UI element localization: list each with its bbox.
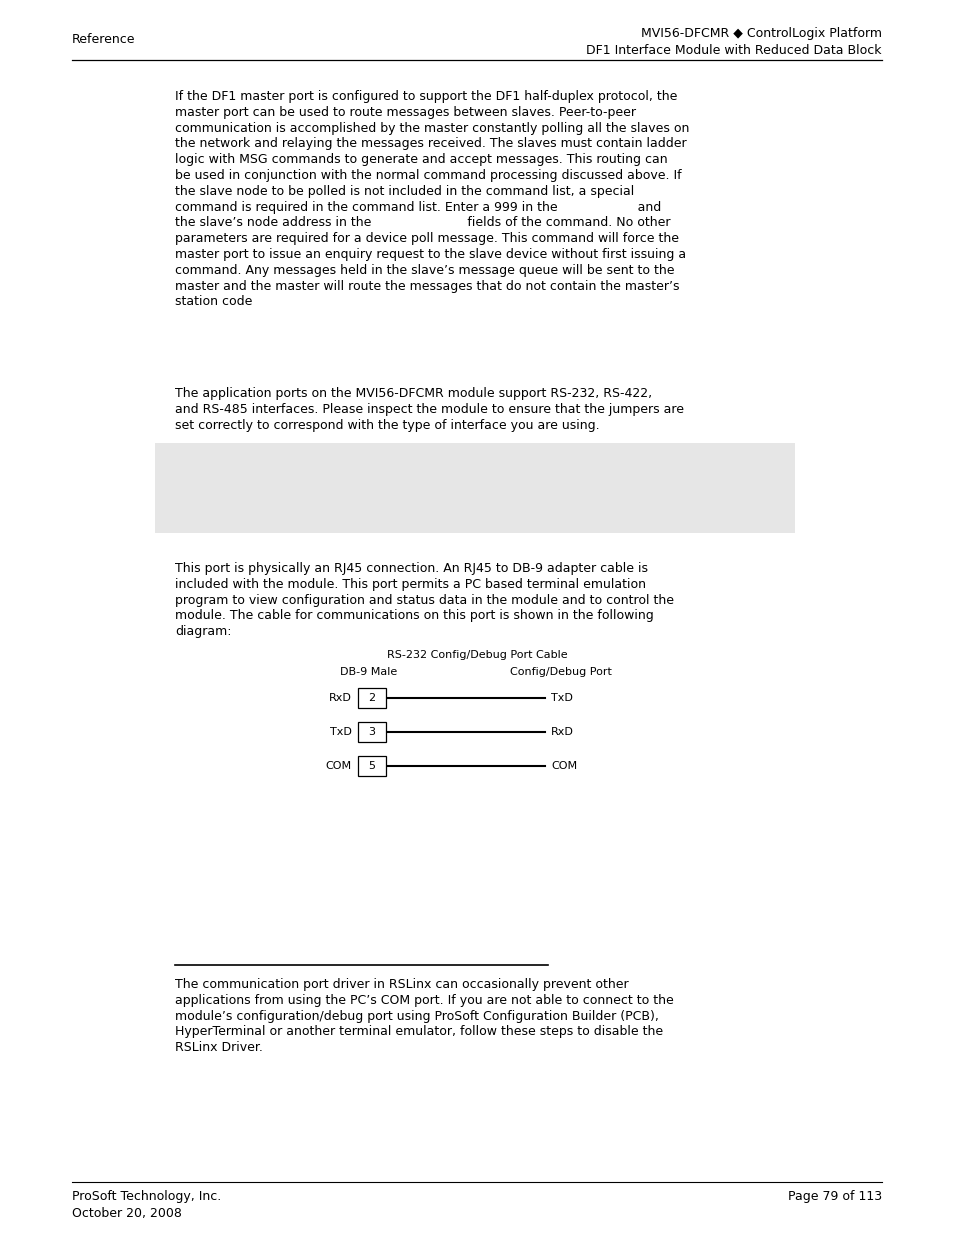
- Bar: [357, 688, 386, 708]
- Text: Page 79 of 113: Page 79 of 113: [787, 1191, 882, 1203]
- Text: COM: COM: [326, 761, 352, 771]
- Text: applications from using the PC’s COM port. If you are not able to connect to the: applications from using the PC’s COM por…: [174, 994, 673, 1007]
- Text: DF1 Interface Module with Reduced Data Block: DF1 Interface Module with Reduced Data B…: [586, 44, 882, 57]
- Text: set correctly to correspond with the type of interface you are using.: set correctly to correspond with the typ…: [174, 419, 599, 431]
- Text: 5: 5: [368, 761, 375, 771]
- Text: diagram:: diagram:: [174, 625, 232, 638]
- Text: and RS-485 interfaces. Please inspect the module to ensure that the jumpers are: and RS-485 interfaces. Please inspect th…: [174, 403, 683, 416]
- Text: COM: COM: [551, 761, 577, 771]
- Text: command is required in the command list. Enter a 999 in the                    a: command is required in the command list.…: [174, 200, 660, 214]
- Text: included with the module. This port permits a PC based terminal emulation: included with the module. This port perm…: [174, 578, 645, 590]
- Bar: [357, 756, 386, 776]
- Text: master port to issue an enquiry request to the slave device without first issuin: master port to issue an enquiry request …: [174, 248, 685, 261]
- Text: October 20, 2008: October 20, 2008: [71, 1207, 182, 1220]
- Text: communication is accomplished by the master constantly polling all the slaves on: communication is accomplished by the mas…: [174, 121, 689, 135]
- Text: module. The cable for communications on this port is shown in the following: module. The cable for communications on …: [174, 609, 653, 622]
- Text: station code: station code: [174, 295, 253, 309]
- Text: the slave’s node address in the                        fields of the command. No: the slave’s node address in the fields o…: [174, 216, 670, 230]
- Text: DB-9 Male: DB-9 Male: [339, 667, 396, 677]
- Text: RS-232 Config/Debug Port Cable: RS-232 Config/Debug Port Cable: [386, 650, 567, 659]
- Text: master and the master will route the messages that do not contain the master’s: master and the master will route the mes…: [174, 279, 679, 293]
- Text: program to view configuration and status data in the module and to control the: program to view configuration and status…: [174, 594, 673, 606]
- Text: master port can be used to route messages between slaves. Peer-to-peer: master port can be used to route message…: [174, 106, 636, 119]
- Text: parameters are required for a device poll message. This command will force the: parameters are required for a device pol…: [174, 232, 679, 246]
- Text: Config/Debug Port: Config/Debug Port: [510, 667, 611, 677]
- Text: 2: 2: [368, 693, 375, 703]
- Text: the network and relaying the messages received. The slaves must contain ladder: the network and relaying the messages re…: [174, 137, 686, 151]
- Text: command. Any messages held in the slave’s message queue will be sent to the: command. Any messages held in the slave’…: [174, 264, 674, 277]
- Text: logic with MSG commands to generate and accept messages. This routing can: logic with MSG commands to generate and …: [174, 153, 667, 167]
- Text: RxD: RxD: [551, 727, 574, 737]
- Bar: [154, 443, 794, 534]
- Text: MVI56-DFCMR ◆ ControlLogix Platform: MVI56-DFCMR ◆ ControlLogix Platform: [640, 27, 882, 40]
- Text: ProSoft Technology, Inc.: ProSoft Technology, Inc.: [71, 1191, 221, 1203]
- Text: This port is physically an RJ45 connection. An RJ45 to DB-9 adapter cable is: This port is physically an RJ45 connecti…: [174, 562, 647, 576]
- Bar: [357, 722, 386, 742]
- Text: HyperTerminal or another terminal emulator, follow these steps to disable the: HyperTerminal or another terminal emulat…: [174, 1025, 662, 1039]
- Text: RxD: RxD: [329, 693, 352, 703]
- Text: The application ports on the MVI56-DFCMR module support RS-232, RS-422,: The application ports on the MVI56-DFCMR…: [174, 387, 652, 400]
- Text: be used in conjunction with the normal command processing discussed above. If: be used in conjunction with the normal c…: [174, 169, 680, 182]
- Text: 3: 3: [368, 727, 375, 737]
- Text: If the DF1 master port is configured to support the DF1 half-duplex protocol, th: If the DF1 master port is configured to …: [174, 90, 677, 103]
- Text: TxD: TxD: [330, 727, 352, 737]
- Text: module’s configuration/debug port using ProSoft Configuration Builder (PCB),: module’s configuration/debug port using …: [174, 1009, 659, 1023]
- Text: the slave node to be polled is not included in the command list, a special: the slave node to be polled is not inclu…: [174, 185, 634, 198]
- Text: Reference: Reference: [71, 33, 135, 46]
- Text: TxD: TxD: [551, 693, 572, 703]
- Text: RSLinx Driver.: RSLinx Driver.: [174, 1041, 263, 1055]
- Text: The communication port driver in RSLinx can occasionally prevent other: The communication port driver in RSLinx …: [174, 978, 628, 990]
